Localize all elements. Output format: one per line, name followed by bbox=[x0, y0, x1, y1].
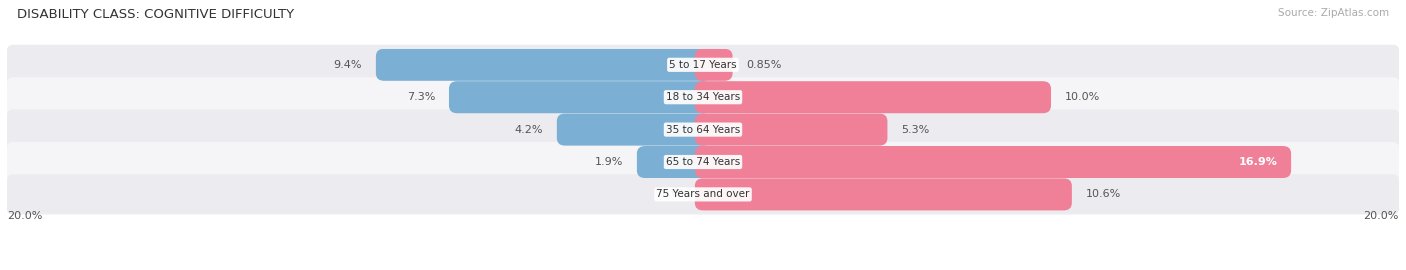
Text: 16.9%: 16.9% bbox=[1239, 157, 1277, 167]
Text: 10.6%: 10.6% bbox=[1085, 189, 1121, 200]
FancyBboxPatch shape bbox=[7, 45, 1399, 85]
Text: 5.3%: 5.3% bbox=[901, 124, 929, 135]
Text: 18 to 34 Years: 18 to 34 Years bbox=[666, 92, 740, 102]
FancyBboxPatch shape bbox=[449, 81, 711, 113]
FancyBboxPatch shape bbox=[695, 49, 733, 81]
FancyBboxPatch shape bbox=[695, 178, 1071, 210]
Text: DISABILITY CLASS: COGNITIVE DIFFICULTY: DISABILITY CLASS: COGNITIVE DIFFICULTY bbox=[17, 8, 294, 21]
Text: Source: ZipAtlas.com: Source: ZipAtlas.com bbox=[1278, 8, 1389, 18]
FancyBboxPatch shape bbox=[7, 110, 1399, 150]
Text: 1.9%: 1.9% bbox=[595, 157, 623, 167]
Text: 0.0%: 0.0% bbox=[661, 189, 689, 200]
FancyBboxPatch shape bbox=[695, 81, 1052, 113]
Text: 20.0%: 20.0% bbox=[7, 211, 42, 221]
Text: 35 to 64 Years: 35 to 64 Years bbox=[666, 124, 740, 135]
Text: 10.0%: 10.0% bbox=[1064, 92, 1099, 102]
FancyBboxPatch shape bbox=[637, 146, 711, 178]
Text: 20.0%: 20.0% bbox=[1364, 211, 1399, 221]
FancyBboxPatch shape bbox=[375, 49, 711, 81]
Text: 0.85%: 0.85% bbox=[747, 60, 782, 70]
FancyBboxPatch shape bbox=[7, 174, 1399, 214]
Text: 75 Years and over: 75 Years and over bbox=[657, 189, 749, 200]
FancyBboxPatch shape bbox=[7, 142, 1399, 182]
FancyBboxPatch shape bbox=[557, 114, 711, 146]
Text: 4.2%: 4.2% bbox=[515, 124, 543, 135]
FancyBboxPatch shape bbox=[7, 77, 1399, 117]
Text: 5 to 17 Years: 5 to 17 Years bbox=[669, 60, 737, 70]
FancyBboxPatch shape bbox=[695, 114, 887, 146]
Text: 65 to 74 Years: 65 to 74 Years bbox=[666, 157, 740, 167]
FancyBboxPatch shape bbox=[695, 146, 1291, 178]
Text: 7.3%: 7.3% bbox=[406, 92, 434, 102]
Text: 9.4%: 9.4% bbox=[333, 60, 361, 70]
